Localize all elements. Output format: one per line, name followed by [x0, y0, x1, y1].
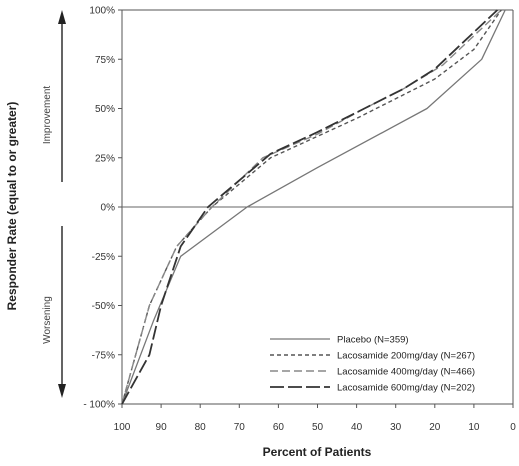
- series-line-4: [121, 9, 499, 405]
- x-tick-label: 0: [510, 422, 516, 433]
- y-tick-label: - 100%: [83, 400, 115, 411]
- x-tick-label: 50: [312, 422, 324, 433]
- y-tick-label: 50%: [95, 104, 115, 115]
- improvement-label: Improvement: [42, 86, 53, 145]
- x-tick-label: 20: [429, 422, 441, 433]
- y-tick-label: -50%: [92, 301, 115, 312]
- y-tick-label: -75%: [92, 350, 115, 361]
- legend-box: [262, 325, 506, 397]
- series-line-1: [121, 9, 506, 405]
- x-axis-title: Percent of Patients: [263, 445, 372, 459]
- series-lines: [121, 9, 506, 405]
- legend-label-2: Lacosamide 200mg/day (N=267): [337, 351, 475, 362]
- axes: [118, 9, 514, 408]
- worsening-arrow-head: [58, 384, 66, 398]
- x-tick-label: 70: [234, 422, 246, 433]
- x-tick-label: 90: [156, 422, 168, 433]
- y-tick-label: 75%: [95, 55, 115, 66]
- y-tick-label: -25%: [92, 252, 115, 263]
- y-tick-label: 100%: [89, 6, 115, 17]
- x-tick-label: 30: [390, 422, 402, 433]
- tick-labels: 100%75%50%25%0%-25%-50%-75%- 100%100 90 80…: [83, 6, 516, 434]
- y-tick-label: 25%: [95, 153, 115, 164]
- annotations: Improvement Worsening Responder Rate (eq…: [5, 10, 372, 459]
- worsening-label: Worsening: [42, 296, 53, 344]
- x-tick-label: 40: [351, 422, 363, 433]
- x-tick-label: 60: [273, 422, 285, 433]
- improvement-arrow-head: [58, 10, 66, 24]
- y-tick-label: 0%: [101, 203, 116, 214]
- legend-label-1: Placebo (N=359): [337, 335, 409, 346]
- legend-label-3: Lacosamide 400mg/day (N=466): [337, 367, 475, 378]
- x-tick-label: 80: [195, 422, 207, 433]
- legend: Placebo (N=359) Lacosamide 200mg/day (N=2…: [262, 325, 506, 397]
- legend-label-4: Lacosamide 600mg/day (N=202): [337, 383, 475, 394]
- x-tick-label: 10: [468, 422, 480, 433]
- x-tick-label: 100: [114, 422, 131, 433]
- y-axis-title: Responder Rate (equal to or greater): [5, 102, 19, 311]
- series-line-2: [121, 9, 502, 405]
